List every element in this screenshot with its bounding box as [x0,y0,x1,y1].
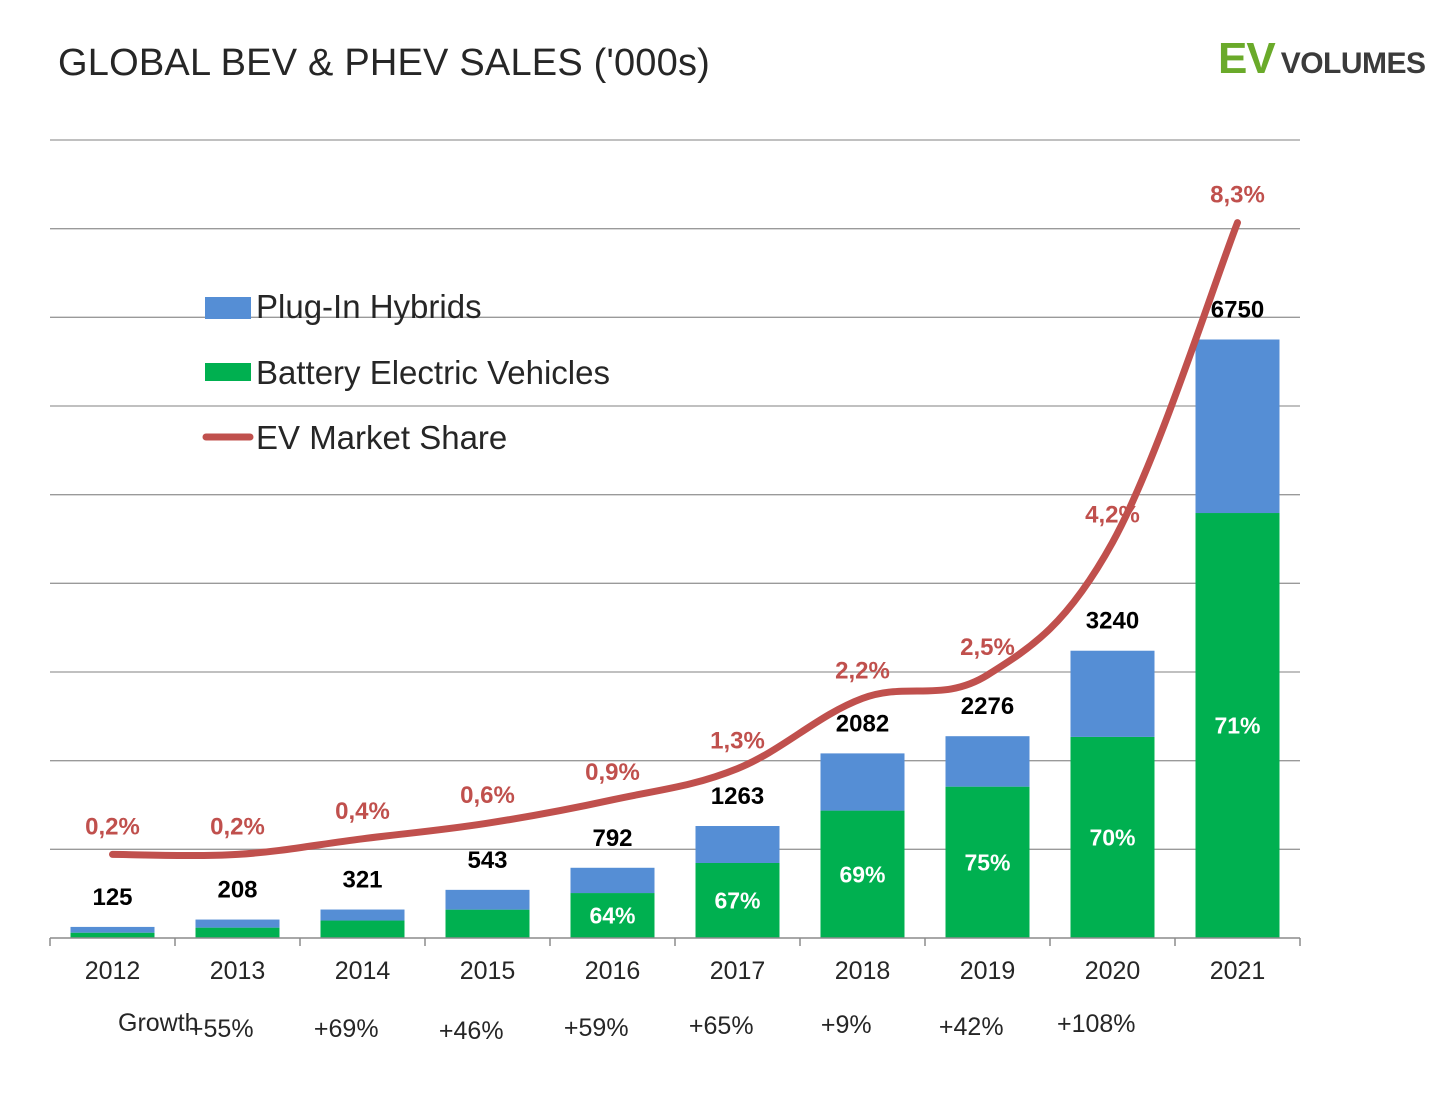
bev-share-label-2020: 70% [1089,824,1135,850]
bar-battery-electric-vehicles-2016 [570,893,655,938]
total-label-2021: 6750 [1211,297,1264,324]
market-share-label-2016: 0,9% [585,759,640,786]
bar-plug-in-hybrids-2018 [820,753,905,811]
bev-share-label-2018: 69% [839,861,885,887]
growth-label-2014: +69% [314,1015,379,1043]
total-label-2014: 321 [342,867,382,894]
market-share-label-2013: 0,2% [210,813,265,840]
x-tick-label-2018: 2018 [835,957,891,985]
ev-volumes-logo: EV VOLUMES [1218,34,1426,84]
bar-plug-in-hybrids-2013 [195,919,280,928]
x-tick-label-2015: 2015 [460,957,516,985]
bar-plug-in-hybrids-2021 [1195,339,1280,514]
x-tick-label-2012: 2012 [85,957,141,985]
bar-battery-electric-vehicles-2018 [820,810,905,938]
bev-share-label-2021: 71% [1214,713,1260,739]
total-label-2017: 1263 [711,783,764,810]
bar-plug-in-hybrids-2012 [70,926,155,933]
logo-volumes: VOLUMES [1280,47,1426,80]
bar-battery-electric-vehicles-2019 [945,786,1030,938]
legend: Plug-In Hybrids Battery Electric Vehicle… [202,288,610,456]
value-labels: 125 208 321 543 792 64% 1263 67% 2082 69% 2276 75% 3… [85,182,1265,929]
bar-battery-electric-vehicles-2015 [445,909,530,938]
bar-battery-electric-vehicles-2012 [70,932,155,938]
bev-share-label-2016: 64% [589,903,635,929]
bar-plug-in-hybrids-2015 [445,889,530,910]
bar-battery-electric-vehicles-2021 [1195,513,1280,938]
x-tick-label-2014: 2014 [335,957,391,985]
x-axis: 2012 2013 2014 2015 2016 2017 2018 2019 2020 2021 [49,937,1301,985]
legend-label-battery-electric-vehicles: Battery Electric Vehicles [256,354,610,391]
market-share-label-2020: 4,2% [1085,501,1140,528]
legend-swatch-battery-electric-vehicles [205,363,251,381]
gridlines [50,139,1300,850]
growth-label-2018: +9% [821,1011,872,1039]
bev-share-label-2017: 67% [714,887,760,913]
growth-label-2019: +42% [939,1013,1004,1041]
market-share-label-2021: 8,3% [1210,182,1265,209]
x-tick-label-2019: 2019 [960,957,1016,985]
bar-plug-in-hybrids-2017 [695,826,780,863]
page-title: GLOBAL BEV & PHEV SALES ('000s) [58,42,710,84]
total-label-2019: 2276 [961,693,1014,720]
growth-label-2017: +65% [689,1012,754,1040]
growth-label-2013: +55% [189,1015,254,1043]
legend-label-ev-market-share: EV Market Share [256,419,507,456]
bar-battery-electric-vehicles-2020 [1070,736,1155,938]
bar-plug-in-hybrids-2020 [1070,650,1155,737]
total-label-2020: 3240 [1086,608,1139,635]
growth-title: Growth [118,1009,199,1037]
legend-label-plug-in-hybrids: Plug-In Hybrids [256,288,482,325]
market-share-label-2012: 0,2% [85,813,140,840]
growth-label-2020: +108% [1057,1010,1136,1038]
market-share-line [109,219,1241,860]
growth-row: Growth +55% +69% +46% +59% +65% +9% +42% +108% [118,1009,1136,1045]
market-share-label-2014: 0,4% [335,798,390,825]
total-label-2012: 125 [92,884,132,911]
x-tick-label-2016: 2016 [585,957,641,985]
total-label-2018: 2082 [836,710,889,737]
market-share-label-2015: 0,6% [460,782,515,809]
growth-label-2015: +46% [439,1017,504,1045]
x-tick-label-2017: 2017 [710,957,766,985]
market-share-line-layer [109,219,1241,860]
x-tick-label-2021: 2021 [1210,957,1266,985]
bars [70,339,1280,938]
market-share-label-2018: 2,2% [835,657,890,684]
bar-battery-electric-vehicles-2014 [320,920,405,938]
bev-share-label-2019: 75% [964,849,1010,875]
growth-label-2016: +59% [564,1014,629,1042]
logo-ev: EV [1218,34,1276,83]
total-label-2015: 543 [467,847,507,874]
total-label-2013: 208 [217,877,257,904]
x-tick-label-2020: 2020 [1085,957,1141,985]
bar-battery-electric-vehicles-2017 [695,862,780,938]
legend-swatch-plug-in-hybrids [205,297,251,319]
x-tick-label-2013: 2013 [210,957,266,985]
total-label-2016: 792 [592,825,632,852]
market-share-label-2019: 2,5% [960,634,1015,661]
market-share-label-2017: 1,3% [710,728,765,755]
bar-plug-in-hybrids-2019 [945,736,1030,787]
bar-plug-in-hybrids-2014 [320,909,405,921]
bar-battery-electric-vehicles-2013 [195,927,280,938]
bar-plug-in-hybrids-2016 [570,867,655,894]
